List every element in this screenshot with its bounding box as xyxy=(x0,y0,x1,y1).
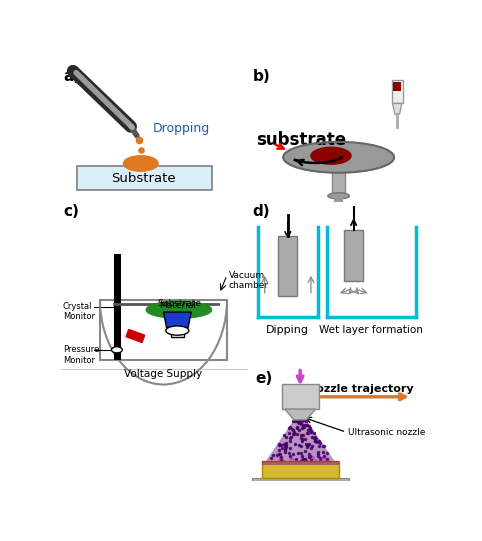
Text: Dipping: Dipping xyxy=(267,325,309,335)
Bar xyxy=(278,236,297,296)
Text: Substrate: Substrate xyxy=(157,299,201,308)
Bar xyxy=(393,82,401,91)
Text: e): e) xyxy=(255,371,273,386)
Bar xyxy=(262,461,339,478)
Ellipse shape xyxy=(146,301,212,318)
Ellipse shape xyxy=(111,347,122,353)
Bar xyxy=(281,385,319,409)
Bar xyxy=(114,254,121,360)
Text: d): d) xyxy=(253,203,270,219)
Ellipse shape xyxy=(328,193,349,199)
Text: Nozzle trajectory: Nozzle trajectory xyxy=(308,385,414,394)
Text: substrate: substrate xyxy=(279,465,339,475)
Text: Wet layer formation: Wet layer formation xyxy=(320,325,423,335)
Text: Pressure
Monitor: Pressure Monitor xyxy=(63,345,99,365)
Ellipse shape xyxy=(283,142,394,173)
Bar xyxy=(262,461,339,465)
Bar xyxy=(334,196,343,202)
Text: Ultrasonic nozzle: Ultrasonic nozzle xyxy=(348,428,425,437)
Polygon shape xyxy=(163,312,191,327)
Text: Material: Material xyxy=(159,301,196,311)
Bar xyxy=(171,327,184,337)
Polygon shape xyxy=(126,329,145,342)
Bar xyxy=(344,230,363,281)
Bar xyxy=(77,166,212,190)
Text: Vacuum
chamber: Vacuum chamber xyxy=(228,270,268,290)
Text: substrate: substrate xyxy=(256,131,347,149)
Bar xyxy=(392,80,402,103)
Text: Hot plate: Hot plate xyxy=(267,465,312,475)
Text: Voltage Supply: Voltage Supply xyxy=(124,369,202,379)
Text: Substrate: Substrate xyxy=(111,171,176,184)
Ellipse shape xyxy=(123,156,158,171)
Bar xyxy=(333,165,345,196)
Bar xyxy=(100,300,227,360)
Polygon shape xyxy=(392,103,402,114)
Bar xyxy=(252,478,348,487)
Polygon shape xyxy=(266,420,335,461)
Polygon shape xyxy=(285,409,316,420)
Ellipse shape xyxy=(311,147,351,164)
Text: Dropping: Dropping xyxy=(152,122,210,135)
Text: c): c) xyxy=(64,203,80,219)
Text: b): b) xyxy=(253,69,270,84)
Text: Crystal
Monitor: Crystal Monitor xyxy=(63,302,95,321)
Ellipse shape xyxy=(166,326,189,335)
Text: a): a) xyxy=(64,69,81,84)
